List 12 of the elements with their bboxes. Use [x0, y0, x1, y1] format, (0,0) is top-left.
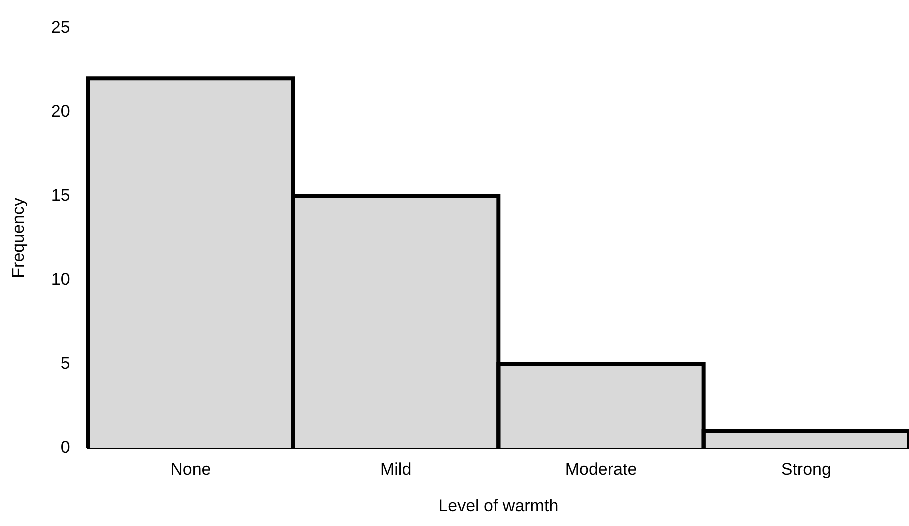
- x-tick-label: Moderate: [565, 460, 638, 480]
- y-tick-label: 0: [60, 438, 70, 457]
- y-tick-label: 15: [51, 186, 70, 205]
- y-tick-label: 5: [60, 354, 70, 373]
- x-tick-label: Mild: [380, 460, 412, 480]
- x-tick-label: None: [170, 460, 212, 480]
- x-axis-title: Level of warmth: [438, 496, 559, 516]
- y-tick-label: 10: [51, 270, 70, 289]
- y-tick-label: 25: [51, 18, 70, 37]
- x-tick-label: Strong: [781, 460, 832, 480]
- y-tick-label: 20: [51, 102, 70, 121]
- y-axis-title: Frequency: [8, 198, 28, 278]
